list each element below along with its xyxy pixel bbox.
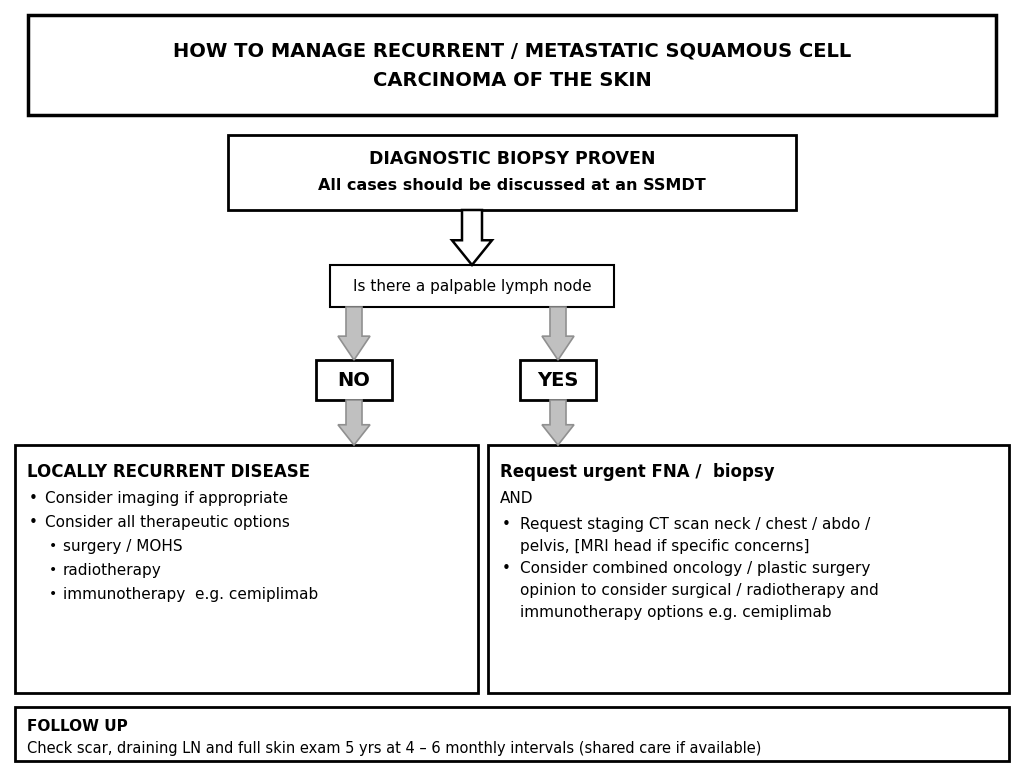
Polygon shape [542,400,574,445]
Bar [228,135,796,210]
Polygon shape [338,307,370,360]
Text: opinion to consider surgical / radiotherapy and: opinion to consider surgical / radiother… [520,583,879,598]
Text: •: • [49,587,57,601]
Text: Consider combined oncology / plastic surgery: Consider combined oncology / plastic sur… [520,561,870,576]
Text: Is there a palpable lymph node: Is there a palpable lymph node [352,279,591,293]
Bar [15,707,1009,761]
Text: •: • [49,539,57,553]
Text: •: • [502,517,511,532]
Text: DIAGNOSTIC BIOPSY PROVEN: DIAGNOSTIC BIOPSY PROVEN [369,151,655,168]
Text: HOW TO MANAGE RECURRENT / METASTATIC SQUAMOUS CELL: HOW TO MANAGE RECURRENT / METASTATIC SQU… [173,41,851,61]
Text: Consider all therapeutic options: Consider all therapeutic options [45,515,290,530]
Text: Check scar, draining LN and full skin exam 5 yrs at 4 – 6 monthly intervals (sha: Check scar, draining LN and full skin ex… [27,741,762,756]
Text: immunotherapy  e.g. cemiplimab: immunotherapy e.g. cemiplimab [63,587,318,602]
Text: LOCALLY RECURRENT DISEASE: LOCALLY RECURRENT DISEASE [27,463,310,481]
Text: immunotherapy options e.g. cemiplimab: immunotherapy options e.g. cemiplimab [520,605,831,620]
Text: radiotherapy: radiotherapy [63,563,162,578]
Text: Request urgent FNA /  biopsy: Request urgent FNA / biopsy [500,463,774,481]
Text: Consider imaging if appropriate: Consider imaging if appropriate [45,491,288,506]
Polygon shape [542,307,574,360]
Bar [330,265,614,307]
Text: •: • [502,561,511,576]
Bar [520,360,596,400]
Polygon shape [338,400,370,445]
Text: Request staging CT scan neck / chest / abdo /: Request staging CT scan neck / chest / a… [520,517,870,532]
Text: AND: AND [500,491,534,506]
Text: All cases should be discussed at an SSMDT: All cases should be discussed at an SSMD… [318,178,706,193]
Text: •: • [29,515,38,530]
Text: •: • [29,491,38,506]
Polygon shape [452,210,492,265]
Bar [316,360,392,400]
Text: NO: NO [338,370,371,389]
Bar [15,445,478,693]
Bar [488,445,1009,693]
Text: pelvis, [MRI head if specific concerns]: pelvis, [MRI head if specific concerns] [520,539,810,554]
Text: CARCINOMA OF THE SKIN: CARCINOMA OF THE SKIN [373,71,651,91]
Text: YES: YES [538,370,579,389]
Text: •: • [49,563,57,577]
Bar [28,15,996,115]
Text: surgery / MOHS: surgery / MOHS [63,539,182,554]
Text: FOLLOW UP: FOLLOW UP [27,719,128,734]
